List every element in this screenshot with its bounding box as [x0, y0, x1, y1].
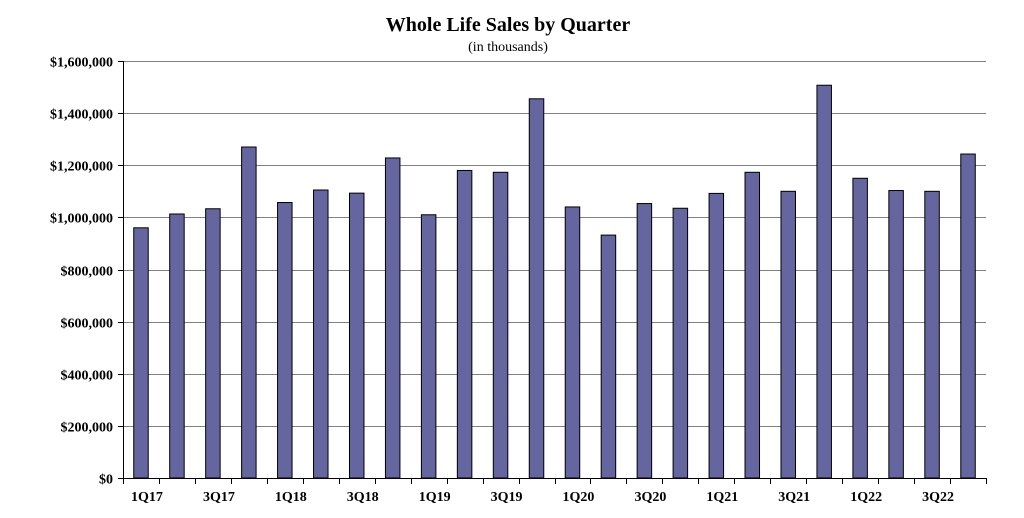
- y-tick-label: $1,000,000: [50, 212, 113, 227]
- bar-4Q21: [816, 84, 832, 479]
- bar-2Q19: [456, 169, 473, 479]
- axes: [118, 61, 987, 484]
- x-tick-label: 1Q22: [850, 490, 882, 505]
- bar-2Q21: [744, 171, 761, 479]
- y-tick-labels: $0 $200,000 $400,000 $600,000 $800,000 $1,000…: [50, 56, 113, 488]
- y-tick-label: $1,200,000: [50, 160, 113, 175]
- x-tick-label: 1Q19: [419, 490, 451, 505]
- x-tick-label: 3Q18: [347, 490, 379, 505]
- bar-3Q19: [492, 171, 509, 479]
- x-tick-label: 1Q18: [275, 490, 307, 505]
- x-tick-label: 1Q17: [131, 490, 163, 505]
- bar-3Q18: [348, 192, 365, 479]
- bar-3Q20: [636, 203, 653, 479]
- x-tick-label: 1Q20: [563, 490, 595, 505]
- bar-4Q18: [384, 157, 401, 479]
- bar-4Q20: [672, 207, 689, 479]
- x-tick-label: 3Q22: [922, 490, 954, 505]
- x-tick-label: 3Q19: [491, 490, 523, 505]
- bar-4Q17: [241, 146, 257, 479]
- bar-4Q22: [960, 153, 976, 479]
- bar-1Q21: [708, 192, 725, 479]
- y-tick-label: $400,000: [61, 369, 114, 384]
- y-tick-label: $800,000: [61, 265, 114, 280]
- y-tick-label: $1,600,000: [50, 56, 113, 71]
- bar-1Q19: [420, 214, 437, 479]
- y-tick-label: $1,400,000: [50, 108, 113, 123]
- bar-3Q21: [780, 190, 796, 479]
- x-tick-labels: 1Q17 3Q17 1Q18 3Q18 1Q19 3Q19 1Q20 3Q20 1Q21 3Q21…: [131, 490, 954, 505]
- bar-3Q17: [205, 208, 221, 479]
- x-tick-label: 1Q21: [706, 490, 738, 505]
- bars: [133, 84, 976, 479]
- y-tick-label: $0: [99, 473, 113, 488]
- bar-1Q20: [564, 206, 581, 479]
- y-tick-label: $600,000: [61, 317, 114, 332]
- bar-1Q17: [133, 227, 149, 479]
- bar-2Q22: [888, 190, 904, 479]
- gridlines: [123, 61, 986, 427]
- chart-title: Whole Life Sales by Quarter: [385, 14, 631, 36]
- bar-1Q22: [852, 177, 868, 479]
- bar-2Q18: [313, 189, 329, 479]
- x-tick-label: 3Q17: [203, 490, 235, 505]
- x-tick-label: 3Q21: [778, 490, 810, 505]
- x-tick-label: 3Q20: [634, 490, 666, 505]
- bar-2Q17: [169, 213, 185, 479]
- bar-3Q22: [924, 190, 940, 479]
- bar-1Q18: [277, 202, 293, 479]
- bar-2Q20: [600, 234, 617, 479]
- y-tick-label: $200,000: [61, 421, 114, 436]
- chart-subtitle: (in thousands): [468, 40, 548, 55]
- bar-4Q19: [528, 98, 545, 479]
